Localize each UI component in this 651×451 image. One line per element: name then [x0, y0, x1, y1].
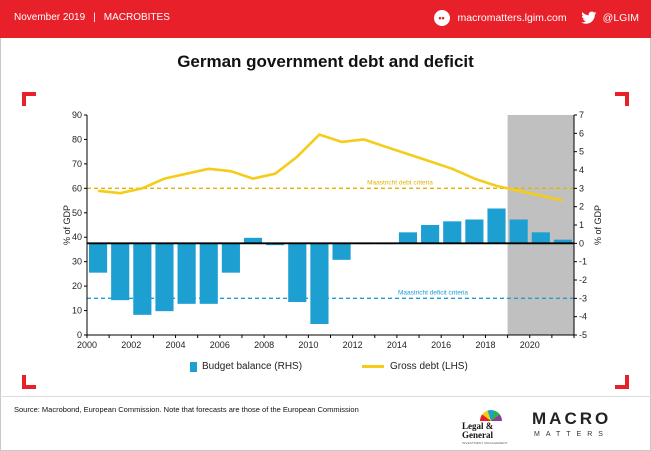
mouse-icon: ••: [433, 10, 450, 26]
y-tick-label-right: 3: [579, 183, 584, 193]
header-bar: November 2019 | MACROBITES •• macromatters…: [0, 0, 651, 38]
header-left: November 2019 | MACROBITES: [14, 12, 170, 23]
y-tick-label-right: -2: [579, 275, 587, 285]
y-axis-label-left: % of GDP: [62, 205, 72, 245]
bar-budget-balance: [243, 237, 263, 244]
x-tick-label: 2002: [121, 340, 141, 350]
umbrella-icon: [480, 410, 502, 421]
bar-budget-balance: [487, 208, 506, 244]
bar-budget-balance: [531, 232, 550, 244]
y-tick-label-right: 6: [579, 128, 584, 138]
corner-bracket-bottom-right: [615, 375, 629, 389]
legend-swatch-bar: [190, 361, 197, 372]
legend-swatch-line: [362, 365, 384, 368]
bar-budget-balance: [221, 243, 240, 273]
macro-matters-logo: MACRO MATTERS: [532, 409, 611, 438]
x-tick-label: 2012: [343, 340, 363, 350]
bar-budget-balance: [465, 219, 484, 244]
y-axis-label-right: % of GDP: [593, 205, 603, 245]
header-separator: |: [93, 12, 96, 23]
x-tick-label: 2020: [520, 340, 540, 350]
reference-line-label: Maastricht debt criteria: [367, 179, 433, 186]
header-right: •• macromatters.lgim.com @LGIM: [433, 10, 639, 26]
bar-budget-balance: [443, 221, 462, 244]
corner-bracket-top-left: [22, 92, 36, 106]
bar-budget-balance: [88, 243, 108, 273]
legend-label-gross-debt: Gross debt (LHS): [390, 361, 468, 372]
y-tick-label-right: 7: [579, 110, 584, 120]
x-tick-label: 2014: [387, 340, 407, 350]
line-gross-debt: [97, 133, 564, 202]
x-tick-label: 2004: [166, 340, 186, 350]
y-tick-label-right: 5: [579, 147, 584, 157]
bar-budget-balance: [288, 243, 307, 302]
x-tick-label: 2016: [431, 340, 451, 350]
x-tick-label: 2000: [77, 340, 97, 350]
header-date: November 2019: [14, 12, 86, 23]
bar-budget-balance: [398, 232, 418, 244]
x-tick-label: 2018: [475, 340, 495, 350]
y-tick-label-left: 80: [72, 134, 82, 144]
mm-logo-small: MATTERS: [534, 431, 609, 438]
bar-budget-balance: [553, 239, 573, 244]
legend-item-budget-balance: Budget balance (RHS): [190, 361, 302, 372]
lg-logo-text: Legal & General: [462, 421, 494, 440]
x-tick-label: 2006: [210, 340, 230, 350]
reference-line-label: Maastricht deficit criteria: [398, 289, 468, 296]
y-tick-label-left: 60: [72, 183, 82, 193]
bar-budget-balance: [421, 225, 440, 244]
bar-budget-balance: [266, 243, 285, 246]
bar-budget-balance: [133, 243, 152, 315]
y-tick-label-right: -3: [579, 293, 587, 303]
corner-bracket-bottom-left: [22, 375, 36, 389]
y-tick-label-left: 50: [72, 208, 82, 218]
y-tick-label-left: 0: [77, 330, 82, 340]
chart-title: German government debt and deficit: [177, 52, 474, 71]
corner-bracket-top-right: [615, 92, 629, 106]
bar-budget-balance: [310, 243, 329, 324]
header-section: MACROBITES: [103, 12, 170, 23]
y-tick-label-right: 2: [579, 202, 584, 212]
bar-budget-balance: [509, 219, 528, 244]
y-tick-label-left: 40: [72, 232, 82, 242]
y-tick-label-left: 20: [72, 281, 82, 291]
x-tick-label: 2008: [254, 340, 274, 350]
legal-general-logo: Legal & General INVESTMENT MANAGEMENT: [462, 410, 514, 445]
y-tick-label-right: -5: [579, 330, 587, 340]
footer-divider: [0, 396, 651, 397]
bar-budget-balance: [111, 243, 130, 301]
source-note: Source: Macrobond, European Commission. …: [14, 405, 359, 414]
legend-item-gross-debt: Gross debt (LHS): [362, 361, 468, 372]
twitter-handle[interactable]: @LGIM: [602, 12, 639, 24]
website-link[interactable]: macromatters.lgim.com: [457, 12, 567, 24]
y-tick-label-right: 0: [579, 238, 584, 248]
twitter-bird-icon[interactable]: [580, 11, 597, 25]
y-tick-label-left: 30: [72, 257, 82, 267]
y-tick-label-right: 4: [579, 165, 584, 175]
bar-budget-balance: [177, 243, 196, 304]
y-tick-label-left: 90: [72, 110, 82, 120]
y-tick-label-right: -4: [579, 312, 587, 322]
bar-budget-balance: [199, 243, 218, 304]
x-tick-label: 2010: [298, 340, 318, 350]
legend-label-budget-balance: Budget balance (RHS): [202, 361, 303, 372]
y-tick-label-left: 10: [72, 306, 82, 316]
y-tick-label-right: 1: [579, 220, 584, 230]
bar-budget-balance: [155, 243, 174, 312]
y-tick-label-left: 70: [72, 159, 82, 169]
y-tick-label-right: -1: [579, 257, 587, 267]
lg-logo-subtext: INVESTMENT MANAGEMENT: [462, 441, 508, 445]
mm-logo-big: MACRO: [532, 409, 612, 428]
bar-budget-balance: [332, 243, 351, 260]
